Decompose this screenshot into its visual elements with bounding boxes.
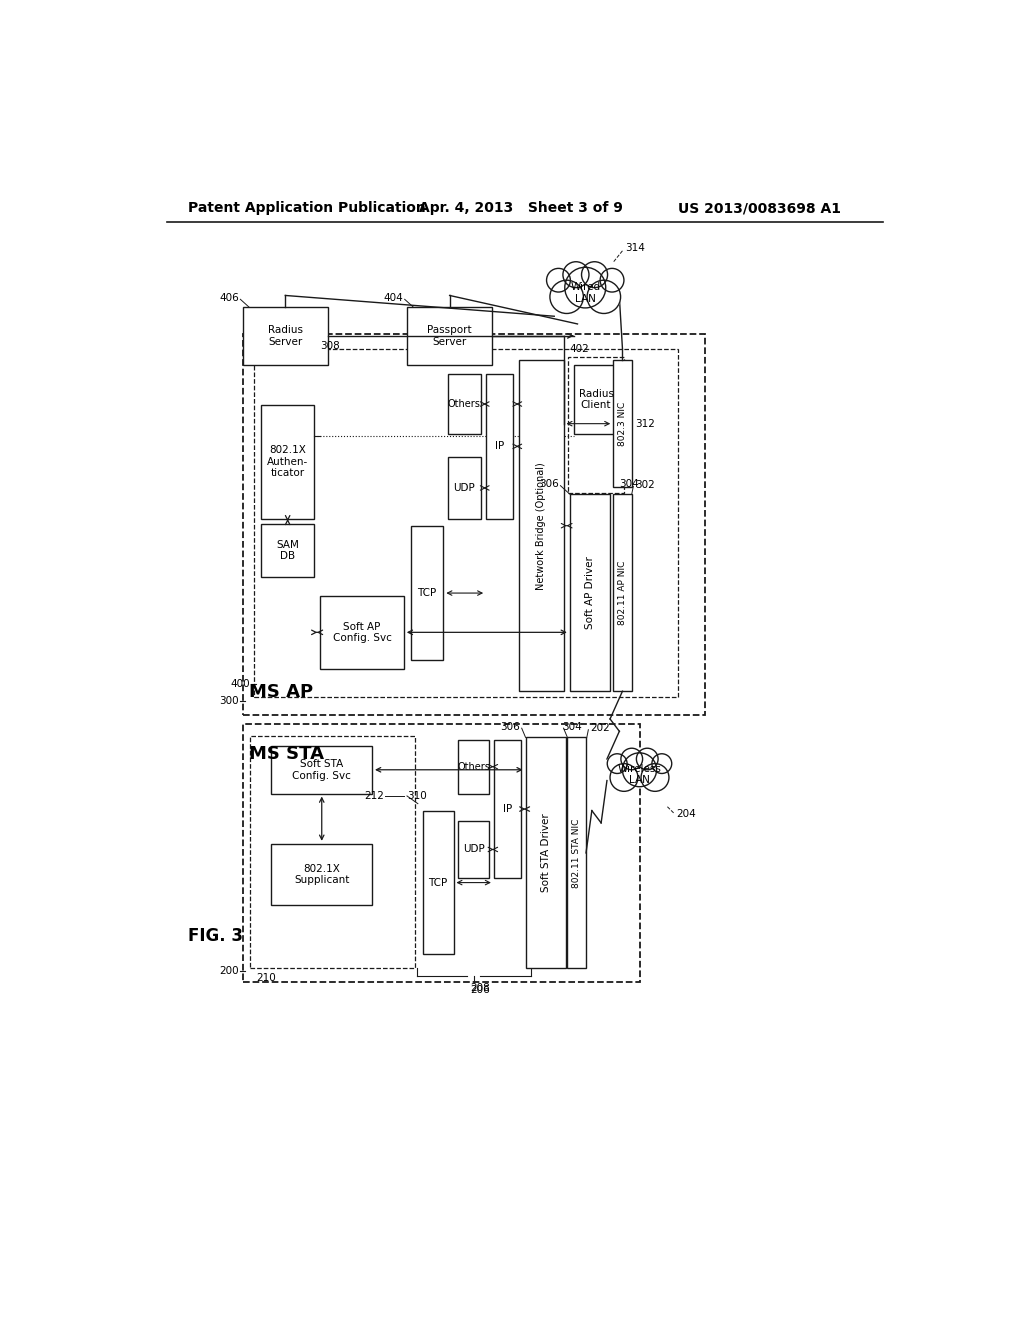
Bar [250, 737, 415, 969]
Text: Soft STA Driver: Soft STA Driver [541, 813, 551, 892]
Text: TCP: TCP [428, 878, 447, 887]
Text: 310: 310 [407, 791, 427, 801]
Bar [494, 739, 521, 878]
Bar [243, 725, 640, 982]
Text: Soft AP Driver: Soft AP Driver [585, 556, 595, 630]
Text: 404: 404 [383, 293, 403, 302]
Circle shape [587, 280, 621, 313]
Text: Others: Others [457, 762, 490, 772]
Circle shape [623, 752, 656, 787]
Bar [567, 738, 586, 969]
Text: 406: 406 [219, 293, 239, 302]
Text: FIG. 3: FIG. 3 [188, 927, 244, 945]
Circle shape [582, 261, 607, 288]
Circle shape [621, 748, 643, 770]
Text: Passport
Server: Passport Server [427, 325, 472, 347]
Bar [243, 334, 706, 715]
Text: 204: 204 [677, 809, 696, 820]
Bar [423, 812, 454, 954]
Bar [271, 746, 372, 793]
Circle shape [607, 754, 627, 774]
Text: 802.11 STA NIC: 802.11 STA NIC [572, 818, 582, 887]
Circle shape [565, 267, 606, 308]
Text: 304: 304 [620, 479, 639, 490]
Circle shape [550, 280, 584, 313]
Text: US 2013/0083698 A1: US 2013/0083698 A1 [678, 202, 842, 215]
Text: 802.1X
Supplicant: 802.1X Supplicant [294, 863, 349, 886]
Bar [261, 524, 314, 577]
Text: UDP: UDP [454, 483, 475, 492]
Bar [569, 494, 610, 692]
Text: 206: 206 [470, 985, 489, 995]
Bar [261, 405, 314, 519]
Text: 302: 302 [635, 480, 654, 490]
Text: Apr. 4, 2013   Sheet 3 of 9: Apr. 4, 2013 Sheet 3 of 9 [419, 202, 623, 215]
Circle shape [636, 748, 658, 770]
Bar [407, 308, 493, 364]
Bar [458, 821, 489, 878]
Circle shape [652, 754, 672, 774]
Text: 312: 312 [635, 418, 654, 429]
Circle shape [641, 763, 669, 792]
Text: Network Bridge (Optional): Network Bridge (Optional) [537, 462, 546, 590]
Text: MS AP: MS AP [249, 682, 313, 701]
Bar [568, 358, 624, 494]
Text: 300: 300 [219, 696, 239, 706]
Bar [411, 527, 443, 660]
Text: Others: Others [447, 399, 481, 409]
Bar [486, 374, 513, 519]
Text: 210: 210 [256, 973, 275, 982]
Text: 314: 314 [626, 243, 645, 253]
Text: TCP: TCP [418, 589, 437, 598]
Bar [449, 374, 480, 434]
Text: 308: 308 [321, 341, 340, 351]
Text: Radius
Client: Radius Client [579, 388, 613, 411]
Bar [613, 494, 632, 692]
Text: Soft STA
Config. Svc: Soft STA Config. Svc [292, 759, 351, 780]
Text: 306: 306 [501, 722, 520, 731]
Text: 802.3 NIC: 802.3 NIC [617, 401, 627, 446]
Text: 400: 400 [230, 678, 250, 689]
Bar [518, 360, 563, 692]
Circle shape [547, 268, 570, 292]
Bar [525, 738, 566, 969]
Text: MS STA: MS STA [249, 744, 324, 763]
Bar [243, 308, 328, 364]
Bar [321, 595, 403, 669]
Text: 306: 306 [540, 479, 559, 490]
Text: Wired
LAN: Wired LAN [570, 282, 600, 304]
Bar [271, 843, 372, 906]
Text: 802.11 AP NIC: 802.11 AP NIC [617, 561, 627, 624]
Text: 402: 402 [569, 345, 590, 354]
Text: Soft AP
Config. Svc: Soft AP Config. Svc [333, 622, 391, 643]
Circle shape [600, 268, 624, 292]
Text: 200: 200 [219, 966, 239, 975]
Bar [254, 350, 678, 697]
Text: Patent Application Publication: Patent Application Publication [188, 202, 426, 215]
Bar [573, 364, 618, 434]
Text: IP: IP [503, 804, 512, 814]
Text: UDP: UDP [463, 845, 484, 854]
Text: 202: 202 [590, 723, 609, 733]
Circle shape [610, 763, 638, 792]
Bar [458, 739, 489, 793]
Text: Wireless
LAN: Wireless LAN [617, 763, 662, 785]
Bar [449, 457, 480, 519]
Text: SAM
DB: SAM DB [276, 540, 299, 561]
Text: IP: IP [495, 441, 504, 451]
Text: 304: 304 [562, 722, 582, 731]
Text: 212: 212 [364, 791, 384, 801]
Bar [613, 360, 632, 487]
Circle shape [563, 261, 589, 288]
Text: 208: 208 [470, 983, 489, 994]
Text: 802.1X
Authen-
ticator: 802.1X Authen- ticator [267, 445, 308, 478]
Text: Radius
Server: Radius Server [268, 325, 303, 347]
